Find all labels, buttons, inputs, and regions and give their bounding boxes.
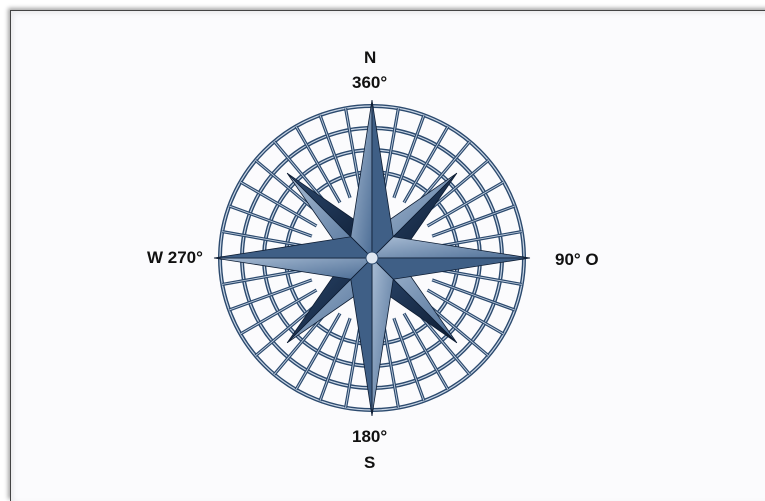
compass-spoke-highlight [382,108,399,196]
compass-spoke-highlight [432,279,515,311]
south-degree-label: 180° [352,427,388,446]
cardinal-star [213,99,531,417]
compass-spoke-highlight [240,289,317,335]
compass-spoke-highlight [434,268,522,285]
compass-spoke-highlight [403,313,449,390]
east-label: 90° O [555,250,599,269]
compass-spoke-highlight [229,205,312,237]
compass-center [365,251,379,265]
cardinal-point-dark-face [213,236,373,259]
compass-spoke-highlight [427,289,504,335]
cardinal-point-dark-face [350,257,373,417]
compass-spoke-highlight [393,318,425,401]
compass-spoke-highlight [382,320,399,408]
compass-spoke-highlight [240,181,317,227]
cardinal-point-dark-face [371,99,394,259]
compass-spoke-highlight [295,126,341,203]
cardinal-point-light-face [213,257,373,280]
west-label: W 270° [147,248,203,267]
cardinal-point-light-face [371,236,531,259]
compass-spoke-highlight [222,268,310,285]
compass-spoke-highlight [345,108,362,196]
cardinal-point-light-face [350,99,373,259]
north-degree-label: 360° [352,73,388,92]
compass-spoke-highlight [319,318,351,401]
south-letter-label: S [364,453,376,472]
compass-spoke-highlight [222,231,310,248]
compass-spoke-highlight [403,126,449,203]
compass-spoke-highlight [434,231,522,248]
compass-spoke-highlight [393,115,425,198]
compass-spoke-highlight [229,279,312,311]
compass-spoke-highlight [319,115,351,198]
compass-spoke-highlight [345,320,362,408]
compass-spoke-highlight [427,181,504,227]
compass-spoke-highlight [432,205,515,237]
compass-spoke-highlight [295,313,341,390]
north-letter-label: N [364,48,377,67]
cardinal-point-dark-face [371,257,531,280]
cardinal-point-light-face [371,257,394,417]
